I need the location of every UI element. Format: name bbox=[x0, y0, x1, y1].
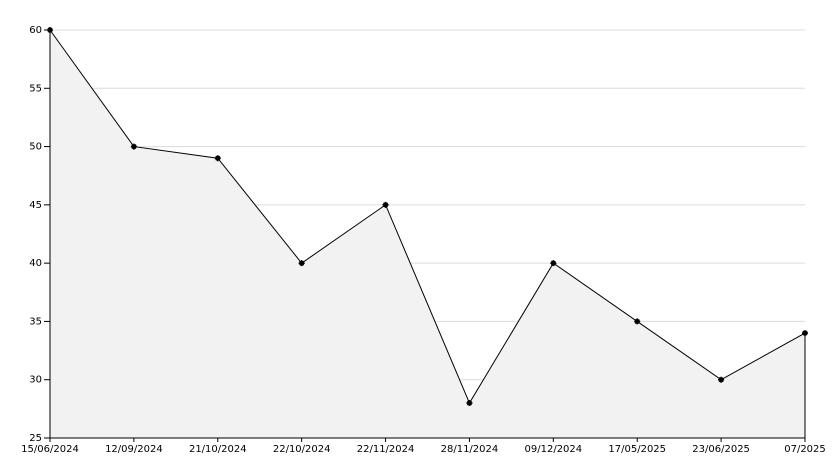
x-tick-label: 23/06/2025 bbox=[692, 444, 750, 455]
point bbox=[634, 318, 641, 325]
x-tick-label: 22/11/2024 bbox=[357, 444, 415, 455]
y-tick-label: 50 bbox=[29, 142, 42, 153]
y-tick-label: 45 bbox=[29, 200, 42, 211]
x-tick-label: 28/11/2024 bbox=[441, 444, 499, 455]
point bbox=[130, 143, 137, 150]
x-tick-label: 12/09/2024 bbox=[105, 444, 163, 455]
point bbox=[466, 400, 473, 407]
line bbox=[49, 29, 806, 405]
x-tick-label: 21/10/2024 bbox=[189, 444, 247, 455]
x-tick-label: 15/06/2024 bbox=[21, 444, 79, 455]
point bbox=[298, 260, 305, 267]
x-tick-label: 22/10/2024 bbox=[273, 444, 331, 455]
point bbox=[550, 260, 557, 267]
y-tick-label: 25 bbox=[29, 433, 42, 444]
x-tick-label: 17/05/2025 bbox=[608, 444, 666, 455]
area bbox=[50, 30, 805, 438]
point bbox=[718, 376, 725, 383]
y-tick-label: 60 bbox=[29, 25, 42, 36]
y-tick-label: 40 bbox=[29, 258, 42, 269]
y-tick-label: 35 bbox=[29, 316, 42, 327]
x-tick-label: 09/12/2024 bbox=[525, 444, 583, 455]
x-tick-label: 07/2025 bbox=[784, 444, 826, 455]
point bbox=[382, 201, 389, 208]
y-tick-label: 30 bbox=[29, 375, 42, 386]
point bbox=[802, 330, 808, 337]
point bbox=[47, 27, 53, 33]
point bbox=[214, 155, 221, 162]
y-tick-label: 55 bbox=[29, 83, 42, 94]
